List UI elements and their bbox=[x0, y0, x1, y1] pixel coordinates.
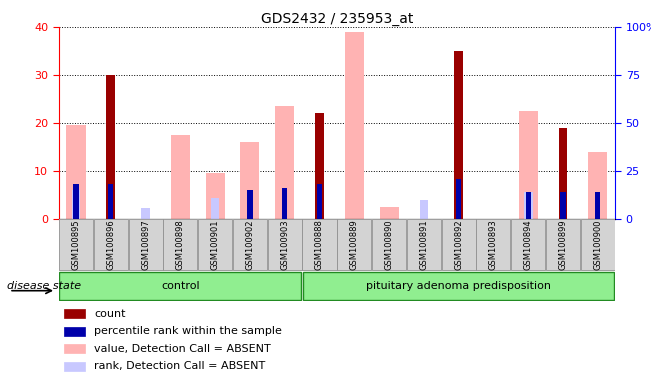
Bar bbox=[441, 219, 476, 270]
Bar bbox=[581, 219, 615, 270]
Bar bbox=[559, 127, 568, 219]
Text: GSM100892: GSM100892 bbox=[454, 220, 463, 270]
Bar bbox=[303, 219, 337, 270]
Bar bbox=[108, 184, 113, 219]
Bar bbox=[64, 309, 85, 318]
Text: control: control bbox=[161, 281, 200, 291]
Bar bbox=[128, 219, 163, 270]
Bar bbox=[380, 207, 398, 219]
Bar bbox=[519, 111, 538, 219]
Bar bbox=[419, 200, 428, 219]
Bar bbox=[561, 192, 566, 219]
Bar bbox=[64, 327, 85, 336]
Bar bbox=[94, 219, 128, 270]
Bar bbox=[524, 192, 533, 219]
Bar bbox=[275, 106, 294, 219]
Text: GSM100903: GSM100903 bbox=[280, 220, 289, 270]
Bar bbox=[282, 188, 287, 219]
Bar bbox=[454, 51, 463, 219]
Bar bbox=[211, 198, 219, 219]
Bar bbox=[240, 142, 260, 219]
Bar bbox=[66, 125, 85, 219]
Text: GSM100897: GSM100897 bbox=[141, 219, 150, 270]
Bar bbox=[268, 219, 302, 270]
Text: GSM100898: GSM100898 bbox=[176, 219, 185, 270]
Text: GSM100902: GSM100902 bbox=[245, 220, 255, 270]
Bar bbox=[372, 219, 406, 270]
Bar bbox=[303, 272, 615, 300]
Bar bbox=[206, 173, 225, 219]
Bar bbox=[141, 208, 150, 219]
Bar bbox=[233, 219, 267, 270]
Text: count: count bbox=[94, 309, 126, 319]
Bar bbox=[171, 135, 190, 219]
Text: GSM100899: GSM100899 bbox=[559, 220, 568, 270]
Bar bbox=[337, 219, 371, 270]
Text: GSM100895: GSM100895 bbox=[72, 220, 81, 270]
Bar bbox=[589, 152, 607, 219]
Text: GSM100900: GSM100900 bbox=[593, 220, 602, 270]
Bar bbox=[456, 179, 462, 219]
Bar bbox=[511, 219, 546, 270]
Text: GSM100891: GSM100891 bbox=[419, 220, 428, 270]
Bar bbox=[546, 219, 580, 270]
Bar bbox=[247, 190, 253, 219]
Text: GSM100896: GSM100896 bbox=[106, 219, 115, 270]
Bar bbox=[559, 197, 568, 219]
Bar bbox=[59, 219, 93, 270]
Text: rank, Detection Call = ABSENT: rank, Detection Call = ABSENT bbox=[94, 361, 266, 371]
Text: GSM100893: GSM100893 bbox=[489, 219, 498, 270]
Bar bbox=[198, 219, 232, 270]
Text: GSM100888: GSM100888 bbox=[315, 219, 324, 270]
Bar bbox=[64, 362, 85, 371]
Bar bbox=[59, 272, 301, 300]
Text: value, Detection Call = ABSENT: value, Detection Call = ABSENT bbox=[94, 344, 271, 354]
Text: GSM100889: GSM100889 bbox=[350, 219, 359, 270]
Bar bbox=[477, 219, 510, 270]
Bar bbox=[407, 219, 441, 270]
Text: disease state: disease state bbox=[7, 281, 81, 291]
Text: pituitary adenoma predisposition: pituitary adenoma predisposition bbox=[366, 281, 551, 291]
Bar bbox=[317, 184, 322, 219]
Text: GSM100890: GSM100890 bbox=[385, 220, 394, 270]
Bar bbox=[74, 184, 79, 219]
Bar bbox=[315, 113, 324, 219]
Bar bbox=[163, 219, 197, 270]
Text: GSM100894: GSM100894 bbox=[523, 220, 533, 270]
Bar bbox=[345, 31, 364, 219]
Bar bbox=[595, 192, 600, 219]
Text: percentile rank within the sample: percentile rank within the sample bbox=[94, 326, 282, 336]
Bar bbox=[72, 190, 80, 219]
Bar bbox=[64, 344, 85, 353]
Bar bbox=[106, 75, 115, 219]
Bar bbox=[525, 192, 531, 219]
Text: GSM100901: GSM100901 bbox=[211, 220, 219, 270]
Title: GDS2432 / 235953_at: GDS2432 / 235953_at bbox=[260, 12, 413, 26]
